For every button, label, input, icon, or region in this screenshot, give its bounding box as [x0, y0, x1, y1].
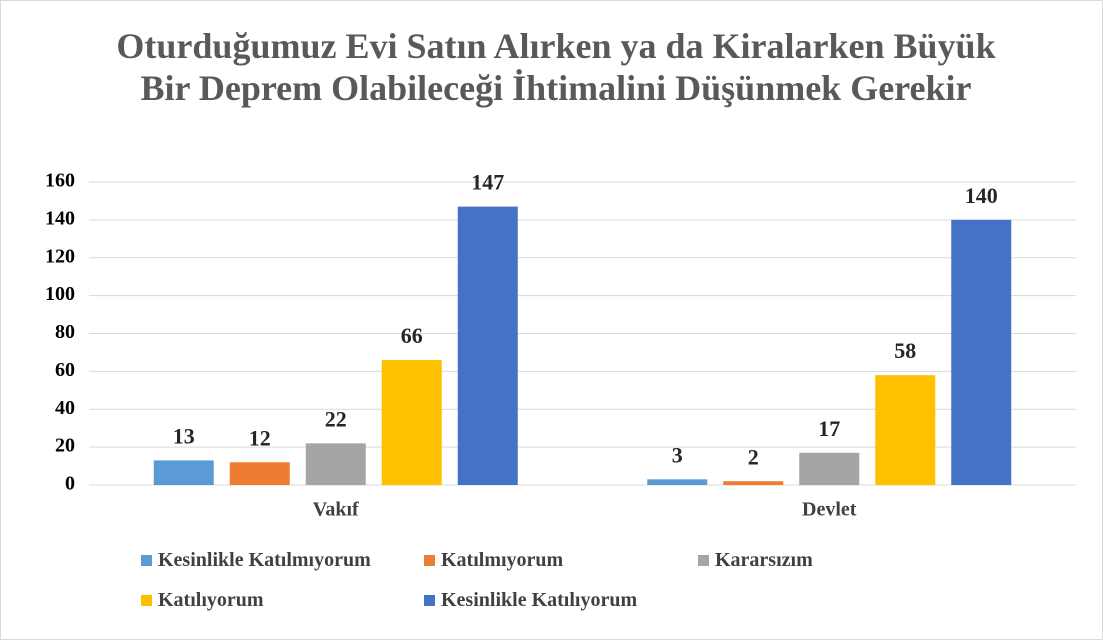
data-label: 12: [249, 425, 271, 450]
legend-label: Kararsızım: [715, 549, 813, 571]
bar: [457, 206, 518, 485]
data-label: 2: [748, 444, 759, 469]
y-tick-label: 100: [45, 283, 75, 305]
y-tick-label: 20: [55, 435, 75, 457]
data-label: 22: [325, 406, 347, 431]
bar: [951, 219, 1012, 485]
data-label: 66: [401, 323, 423, 348]
legend-label: Katılıyorum: [158, 589, 264, 611]
data-label: 147: [471, 170, 504, 195]
legend-label: Kesinlikle Katılmıyorum: [158, 549, 371, 571]
legend-swatch: [424, 555, 435, 566]
bar: [229, 462, 290, 485]
data-label: 13: [173, 423, 195, 448]
legend-swatch: [698, 555, 709, 566]
bar: [723, 481, 784, 485]
bar: [647, 479, 708, 485]
bar: [153, 460, 214, 485]
bar: [381, 360, 442, 485]
legend-label: Kesinlikle Katılıyorum: [441, 589, 638, 611]
y-tick-label: 120: [45, 245, 75, 267]
bar: [305, 443, 366, 485]
data-label: 140: [965, 183, 998, 208]
legend-swatch: [141, 555, 152, 566]
data-label: 17: [818, 416, 840, 441]
y-tick-label: 160: [45, 170, 75, 192]
legend-swatch: [141, 595, 152, 606]
data-label: 58: [894, 338, 916, 363]
y-tick-label: 0: [65, 473, 75, 495]
bar: [875, 375, 936, 485]
y-tick-label: 40: [55, 397, 75, 419]
y-tick-label: 80: [55, 321, 75, 343]
legend-item: Kararsızım: [698, 549, 813, 572]
x-tick-label: Vakıf: [313, 499, 359, 521]
legend-item: Katılmıyorum: [424, 549, 563, 572]
y-tick-label: 140: [45, 207, 75, 229]
legend-item: Katılıyorum: [141, 589, 264, 612]
bar: [799, 452, 860, 485]
legend-swatch: [424, 595, 435, 606]
data-label: 3: [672, 442, 683, 467]
legend-item: Kesinlikle Katılıyorum: [424, 589, 637, 612]
chart-title: Oturduğumuz Evi Satın Alırken ya da Kira…: [116, 26, 996, 108]
x-tick-label: Devlet: [802, 499, 857, 521]
legend-item: Kesinlikle Katılmıyorum: [141, 549, 371, 572]
legend-label: Katılmıyorum: [441, 549, 564, 571]
y-tick-label: 60: [55, 359, 75, 381]
